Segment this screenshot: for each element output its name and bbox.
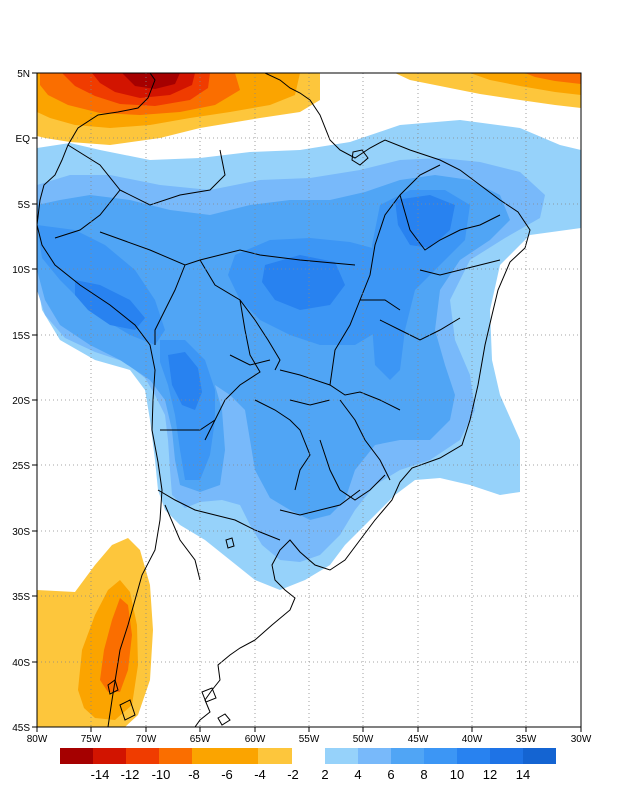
y-tick-label: 15S xyxy=(12,331,30,342)
colorbar-swatch-pos-10 xyxy=(457,748,490,764)
colorbar-label: 8 xyxy=(420,767,427,782)
x-tick-label: 75W xyxy=(81,734,102,745)
colorbar: -14 -12 -10 -8 -6 -4 -2 2 4 6 8 10 12 14 xyxy=(60,748,556,782)
y-tick-label: 5S xyxy=(18,200,31,211)
pos-contour-10b xyxy=(168,352,202,410)
colorbar-label: 10 xyxy=(450,767,464,782)
colorbar-label: 2 xyxy=(321,767,328,782)
colorbar-label: -4 xyxy=(254,767,266,782)
y-tick-label: 35S xyxy=(12,592,30,603)
colorbar-swatch-pos-4 xyxy=(358,748,391,764)
neg-contour-12-north xyxy=(122,73,180,89)
y-tick-label: 25S xyxy=(12,461,30,472)
colorbar-swatch-neg-12 xyxy=(93,748,126,764)
south-america-coastline xyxy=(37,73,531,727)
colorbar-label: -10 xyxy=(152,767,171,782)
x-tick-label: 45W xyxy=(408,734,429,745)
pos-contour-10c xyxy=(262,255,345,310)
colorbar-label: -8 xyxy=(188,767,200,782)
neg-contour-6-south xyxy=(100,598,132,692)
colorbar-swatch-neg-2 xyxy=(258,748,292,764)
neg-contour-6-northeast xyxy=(525,73,581,84)
tick-marks xyxy=(32,72,582,732)
colorbar-swatch-pos-2 xyxy=(325,748,358,764)
x-tick-label: 80W xyxy=(27,734,48,745)
y-tick-label: 45S xyxy=(12,723,30,734)
colorbar-label: 14 xyxy=(516,767,530,782)
y-tick-label: 5N xyxy=(17,69,30,80)
grid xyxy=(37,73,581,727)
pos-contour-10d xyxy=(395,195,455,248)
colorbar-label: 12 xyxy=(483,767,497,782)
x-tick-label: 50W xyxy=(353,734,374,745)
y-tick-label: 30S xyxy=(12,527,30,538)
x-tick-label: 65W xyxy=(190,734,211,745)
colorbar-label: -14 xyxy=(91,767,110,782)
colorbar-swatch-pos-6 xyxy=(391,748,424,764)
x-tick-label: 30W xyxy=(571,734,592,745)
colorbar-label: -12 xyxy=(121,767,140,782)
colorbar-swatch-neg-4 xyxy=(225,748,258,764)
colorbar-swatch-neg-8 xyxy=(159,748,192,764)
colorbar-swatch-pos-14 xyxy=(523,748,556,764)
colorbar-label: 4 xyxy=(354,767,361,782)
y-tick-label: EQ xyxy=(16,134,31,145)
country-borders xyxy=(54,144,501,581)
islands xyxy=(107,149,369,726)
x-tick-label: 35W xyxy=(516,734,537,745)
y-tick-labels: 5N EQ 5S 10S 15S 20S 25S 30S 35S 40S 45S xyxy=(12,69,30,734)
x-tick-label: 55W xyxy=(299,734,320,745)
colorbar-label: 6 xyxy=(387,767,394,782)
colorbar-swatch-neg-14 xyxy=(60,748,93,764)
colorbar-label: -6 xyxy=(221,767,233,782)
colorbar-swatch-neg-6 xyxy=(192,748,225,764)
coastlines xyxy=(37,73,531,727)
x-tick-label: 40W xyxy=(462,734,483,745)
x-tick-labels: 80W 75W 70W 65W 60W 55W 50W 45W 40W 35W … xyxy=(27,734,592,745)
colorbar-swatch-pos-8 xyxy=(424,748,457,764)
y-tick-label: 40S xyxy=(12,658,30,669)
x-tick-label: 60W xyxy=(245,734,266,745)
colorbar-swatch-pos-12 xyxy=(490,748,523,764)
y-tick-label: 20S xyxy=(12,396,30,407)
colorbar-swatch-neg-10 xyxy=(126,748,159,764)
colorbar-label: -2 xyxy=(287,767,299,782)
y-tick-label: 10S xyxy=(12,265,30,276)
x-tick-label: 70W xyxy=(136,734,157,745)
